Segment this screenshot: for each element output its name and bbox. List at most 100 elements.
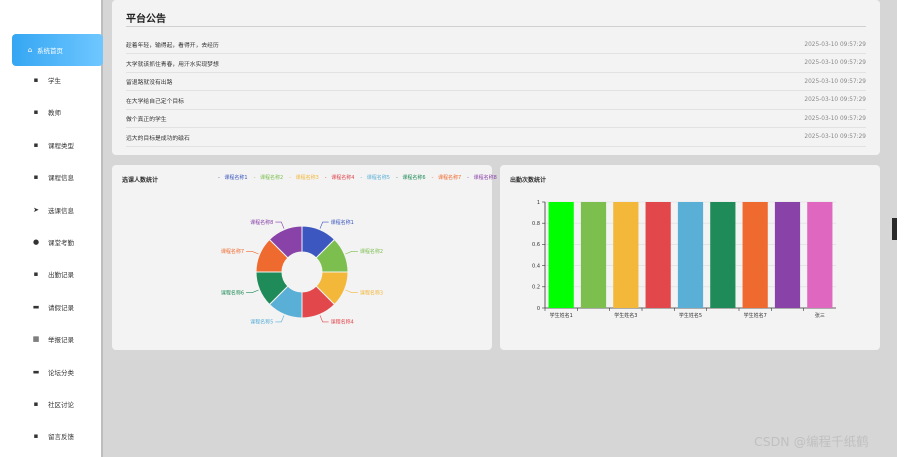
pie-label: 课程名称2 (360, 248, 383, 255)
folder-icon: ▪ (33, 140, 39, 149)
notice-text: 大学就该抓住青春，用汗水实现梦想 (126, 61, 219, 68)
legend-marker: - (218, 175, 222, 181)
pie-label-line (275, 221, 285, 229)
legend-label: 课程名称1 (224, 175, 248, 181)
legend-label: 课程名称2 (260, 175, 284, 181)
bar[interactable] (645, 202, 671, 308)
pie-slice[interactable] (268, 225, 303, 259)
legend-item[interactable]: - 课程名称2 (254, 174, 287, 181)
pie-label-line (345, 251, 358, 255)
sidebar: ⌂ 系统首页 ▪ 学生 ▪ 教师 ▪ 课程类型 ▪ 课程信息 ➤ 选课信息 ● 课堂考勤 ▪ 出勤记录 ▬ 请假记… (0, 0, 103, 457)
notice-row[interactable]: 趁着年轻，输得起，看得开，去经历 2025-03-10 09:57:29 (126, 36, 866, 54)
legend-item[interactable]: - 课程名称4 (325, 174, 358, 181)
bar[interactable] (710, 202, 736, 308)
legend-label: 课程名称4 (331, 175, 355, 181)
notice-text: 远大的目标是成功的磁石 (126, 135, 190, 142)
notice-date: 2025-03-10 09:57:29 (804, 60, 866, 66)
pie-label: 课程名称6 (221, 289, 244, 296)
notice-row[interactable]: 在大学给自己定个目标 2025-03-10 09:57:29 (126, 92, 866, 110)
bar[interactable] (742, 202, 768, 308)
sidebar-item-5[interactable]: ➤ 选课信息 (12, 197, 100, 223)
pie-label: 课程名称8 (250, 219, 273, 226)
pie-label-line (246, 251, 259, 255)
sidebar-item-3[interactable]: ▪ 课程类型 (12, 132, 100, 158)
notice-date: 2025-03-10 09:57:29 (804, 134, 866, 140)
pie-label: 课程名称3 (360, 289, 383, 296)
notice-text: 在大学给自己定个目标 (126, 98, 184, 105)
sidebar-item-label: 教师 (48, 109, 61, 118)
sidebar-item-12[interactable]: ▪ 留言反馈 (12, 423, 100, 449)
attendance-chart-panel: 出勤次数统计 0 0.2 0.4 0.6 0.8 1 学生姓名1 学生姓名3 学生姓名5 学生姓名… (500, 165, 880, 350)
legend-marker: - (431, 175, 435, 181)
chat-icon: ▬ (32, 367, 40, 376)
sidebar-item-0[interactable]: ⌂ 系统首页 (12, 34, 103, 66)
legend-label: 课程名称3 (295, 175, 319, 181)
bar[interactable] (807, 202, 833, 308)
bar[interactable] (613, 202, 639, 308)
notice-date: 2025-03-10 09:57:29 (804, 78, 866, 85)
bar[interactable] (774, 202, 801, 308)
notice-text: 留退路就没有出路 (126, 80, 173, 86)
notice-row[interactable]: 留退路就没有出路 2025-03-10 09:57:29 (126, 73, 866, 91)
x-tick-label: 学生姓名5 (679, 312, 702, 319)
y-tick-label: 0.8 (532, 221, 540, 227)
legend-marker: - (253, 175, 257, 181)
sidebar-item-label: 系统首页 (37, 47, 63, 55)
legend-label: 课程名称5 (366, 175, 390, 181)
notice-text: 做个真正的学生 (126, 117, 167, 123)
table-icon: ▦ (32, 335, 40, 344)
bar[interactable] (677, 202, 704, 308)
bar-chart-title: 出勤次数统计 (510, 177, 547, 184)
pie-chart-title: 选课人数统计 (122, 177, 159, 184)
sidebar-item-label: 举报记录 (48, 336, 74, 345)
collapse-handle[interactable] (892, 218, 897, 240)
course-enrollment-chart-panel: 选课人数统计 - 课程名称1- 课程名称2- 课程名称3- 课程名称4- 课程名… (112, 165, 497, 350)
bar[interactable] (548, 202, 574, 308)
sidebar-item-label: 课程类型 (48, 141, 74, 150)
x-tick-label: 张三 (815, 312, 825, 319)
y-tick-label: 0.2 (532, 285, 540, 291)
sidebar-item-label: 论坛分类 (48, 368, 74, 377)
legend-item[interactable]: - 课程名称6 (396, 174, 429, 181)
grid-icon: ▪ (33, 173, 39, 182)
sidebar-item-label: 社区讨论 (48, 401, 74, 409)
sidebar-item-2[interactable]: ▪ 教师 (12, 99, 100, 125)
x-tick-label: 学生姓名1 (550, 312, 573, 319)
sidebar-item-1[interactable]: ▪ 学生 (12, 67, 100, 93)
legend-item[interactable]: - 课程名称1 (218, 174, 251, 181)
sidebar-item-11[interactable]: ▪ 社区讨论 (12, 391, 100, 417)
sidebar-item-label: 选课信息 (48, 206, 74, 215)
legend-item[interactable]: - 课程名称7 (432, 174, 465, 181)
notice-title: 平台公告 (126, 14, 166, 25)
sidebar-item-8[interactable]: ▬ 请假记录 (12, 294, 100, 320)
sidebar-item-label: 留言反馈 (48, 433, 74, 442)
legend-label: 课程名称8 (473, 175, 497, 181)
pie-label: 课程名称1 (331, 219, 354, 226)
grid-icon: ▪ (33, 76, 39, 84)
sidebar-item-4[interactable]: ▪ 课程信息 (12, 164, 100, 190)
pie-label-line (345, 289, 358, 293)
sidebar-item-6[interactable]: ● 课堂考勤 (12, 229, 100, 255)
bar[interactable] (580, 202, 607, 308)
legend-item[interactable]: - 课程名称5 (360, 174, 393, 181)
y-tick-label: 0 (537, 306, 540, 312)
sidebar-item-9[interactable]: ▦ 举报记录 (12, 326, 100, 352)
pie-label-line (319, 315, 329, 323)
legend-marker: - (360, 175, 364, 181)
sidebar-item-label: 请假记录 (48, 303, 74, 312)
legend-marker: - (467, 175, 471, 181)
y-tick-label: 0.4 (532, 263, 540, 269)
notice-row[interactable]: 做个真正的学生 2025-03-10 09:57:29 (126, 110, 866, 128)
notice-row[interactable]: 远大的目标是成功的磁石 2025-03-10 09:57:29 (126, 129, 866, 147)
x-tick-label: 学生姓名3 (614, 312, 637, 319)
location-icon: ● (32, 238, 40, 246)
notice-divider (126, 26, 866, 27)
legend-label: 课程名称6 (402, 175, 426, 181)
legend-item[interactable]: - 课程名称3 (289, 174, 322, 181)
legend-item[interactable]: - 课程名称8 (467, 174, 500, 181)
legend-marker: - (395, 175, 400, 181)
sidebar-item-10[interactable]: ▬ 论坛分类 (12, 359, 100, 385)
sidebar-item-label: 学生 (48, 77, 61, 85)
sidebar-item-7[interactable]: ▪ 出勤记录 (12, 261, 100, 287)
notice-row[interactable]: 大学就该抓住青春，用汗水实现梦想 2025-03-10 09:57:29 (126, 55, 866, 73)
